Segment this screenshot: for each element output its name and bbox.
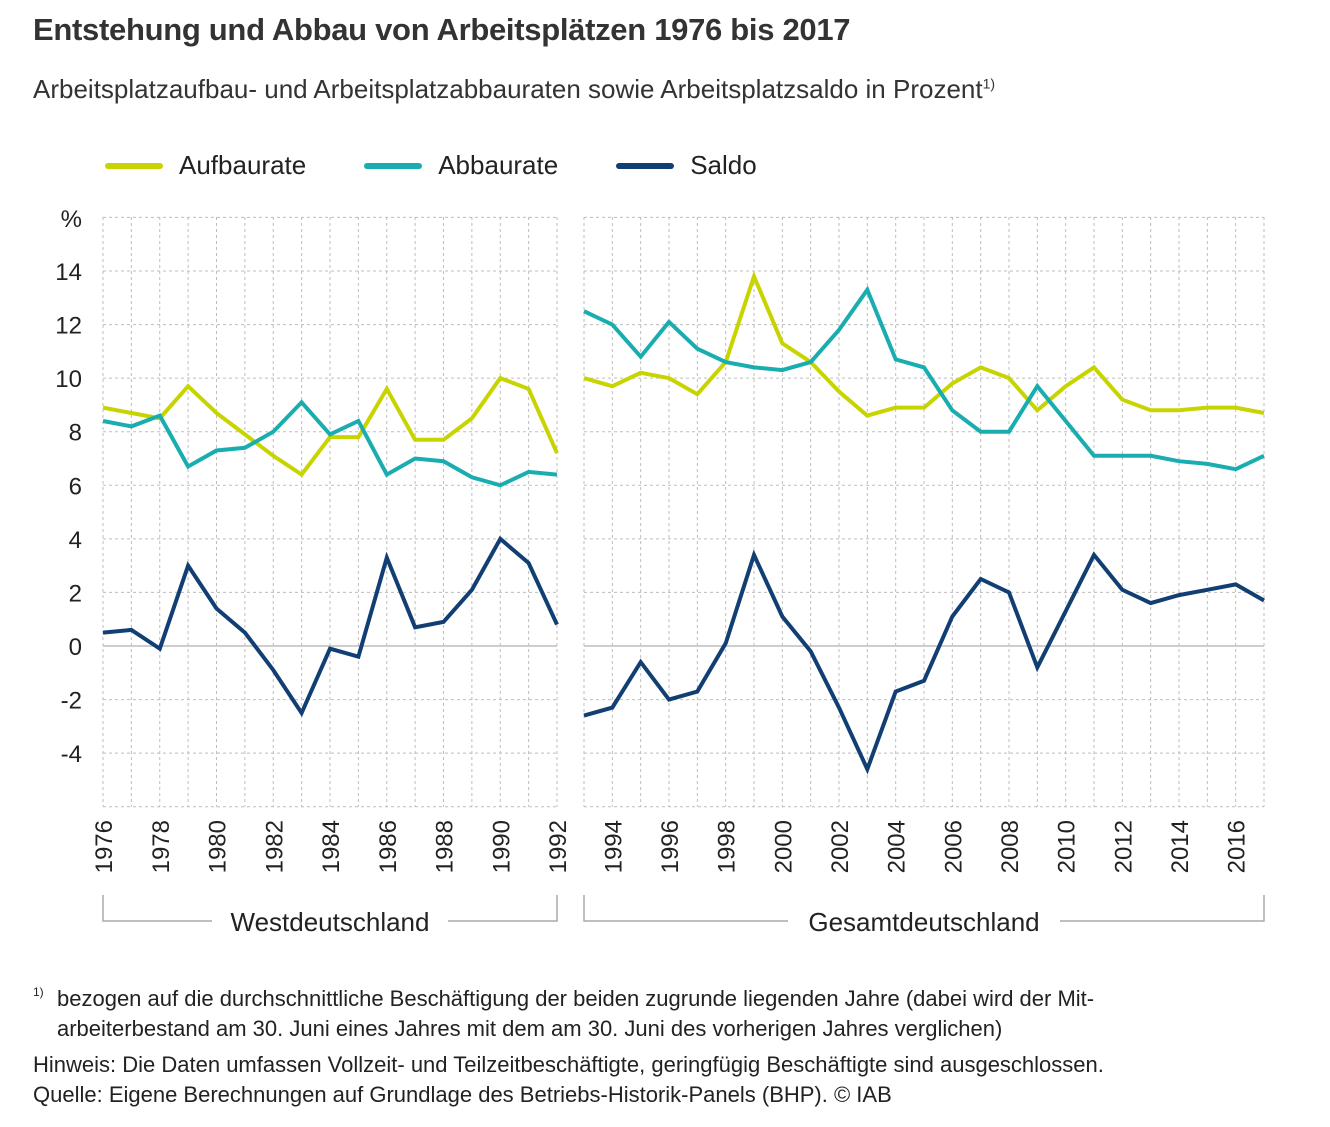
y-axis-unit-label: % <box>61 206 82 233</box>
x-tick-label: 2000 <box>770 820 797 873</box>
x-tick-label: 2004 <box>884 820 911 873</box>
x-tick-label: 1988 <box>432 820 459 873</box>
x-tick-label: 2002 <box>827 820 854 873</box>
x-tick-label: 2012 <box>1110 820 1137 873</box>
x-tick-label: 2016 <box>1224 820 1251 873</box>
y-tick-label: 2 <box>69 580 82 607</box>
subtitle-footnote-mark: 1) <box>982 75 996 92</box>
chart-subtitle: Arbeitsplatzaufbau- und Arbeitsplatzabba… <box>33 74 995 105</box>
x-tick-label: 1982 <box>261 820 288 873</box>
panel-gesamtdeutschland: 1994 1996 1998 2000 2002 2004 2006 2008 2010 2012… <box>583 216 1265 937</box>
series-line-saldo-gesamtdeutschland <box>583 549 1265 775</box>
bracket-right <box>1060 895 1265 922</box>
y-tick-label: -4 <box>61 741 82 768</box>
y-tick-label: 8 <box>69 420 82 447</box>
x-tick-label: 1976 <box>91 820 118 873</box>
x-tick-label: 2014 <box>1167 820 1194 873</box>
bracket-right <box>448 895 558 922</box>
x-tick-label: 1994 <box>600 820 627 873</box>
bracket-left <box>102 895 212 922</box>
legend-label-aufbaurate: Aufbaurate <box>179 150 307 180</box>
footnote-mark: 1) <box>33 985 44 999</box>
series-line-aufbaurate-westdeutschland <box>102 375 559 478</box>
source-note: Quelle: Eigene Berechnungen auf Grundlag… <box>33 1082 892 1107</box>
series-line-aufbaurate-gesamtdeutschland <box>583 270 1265 418</box>
x-tick-label: 2006 <box>940 820 967 873</box>
y-tick-label: 0 <box>69 634 82 661</box>
series-line-abbaurate-gesamtdeutschland <box>583 285 1265 472</box>
y-tick-label: 4 <box>69 527 82 554</box>
x-tick-label: 2008 <box>997 820 1024 873</box>
x-tick-label: 1984 <box>318 820 345 873</box>
x-tick-label: 1990 <box>488 820 515 873</box>
footnote: 1) bezogen auf die durchschnittliche Bes… <box>33 984 1277 1044</box>
panel-westdeutschland: 1976 1978 1980 1982 1984 1986 1988 1990 1992 West… <box>91 216 572 937</box>
x-tick-label: 1998 <box>714 820 741 873</box>
y-tick-label: 14 <box>55 259 82 286</box>
x-tick-label: 1996 <box>657 820 684 873</box>
legend-item-aufbaurate: Aufbaurate <box>105 150 306 181</box>
hinweis-note: Hinweis: Die Daten umfassen Vollzeit- un… <box>33 1052 1104 1077</box>
series-line-abbaurate-westdeutschland <box>102 399 558 488</box>
x-tick-label: 1980 <box>205 820 232 873</box>
legend: Aufbaurate Abbaurate Saldo <box>105 150 815 181</box>
footnote-line-2: arbeiterbestand am 30. Juni eines Jahres… <box>57 1016 1003 1041</box>
y-tick-label: 10 <box>55 366 82 393</box>
panel-label: Gesamtdeutschland <box>808 907 1039 937</box>
chart-title: Entstehung und Abbau von Arbeitsplätzen … <box>33 12 851 47</box>
bracket-left <box>583 895 788 922</box>
legend-swatch-abbaurate <box>364 162 423 169</box>
x-tick-label: 2010 <box>1054 820 1081 873</box>
footnote-text: bezogen auf die durchschnittliche Beschä… <box>57 984 1277 1044</box>
panel-label: Westdeutschland <box>231 907 430 937</box>
legend-item-saldo: Saldo <box>616 150 757 181</box>
legend-label-abbaurate: Abbaurate <box>438 150 559 180</box>
x-tick-label: 1992 <box>545 820 572 873</box>
footnote-line-1: bezogen auf die durchschnittliche Beschä… <box>57 986 1095 1011</box>
y-tick-label: 12 <box>55 313 82 340</box>
y-tick-label: -2 <box>61 688 82 715</box>
line-chart: % -4 -2 0 2 4 6 8 10 12 14 1976 1978 1980 1982 1984 1986… <box>55 206 1265 937</box>
legend-swatch-aufbaurate <box>105 162 163 169</box>
legend-swatch-saldo <box>616 162 675 169</box>
legend-item-abbaurate: Abbaurate <box>364 150 558 181</box>
series-line-saldo-westdeutschland <box>102 535 559 718</box>
y-tick-label: 6 <box>69 473 82 500</box>
subtitle-text: Arbeitsplatzaufbau- und Arbeitsplatzabba… <box>33 74 983 104</box>
x-tick-label: 1986 <box>375 820 402 873</box>
x-tick-label: 1978 <box>148 820 175 873</box>
footer-notes: 1) bezogen auf die durchschnittliche Bes… <box>33 984 1277 1110</box>
legend-label-saldo: Saldo <box>690 150 757 180</box>
